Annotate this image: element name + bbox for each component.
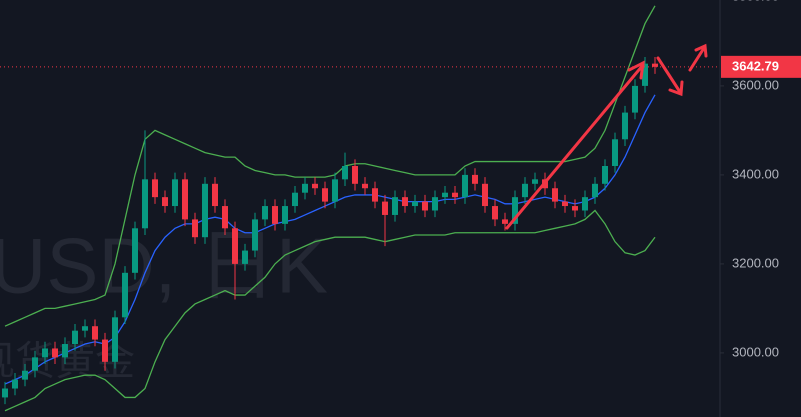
candle-body <box>652 63 658 67</box>
candle-body <box>532 179 538 184</box>
candle-body <box>152 179 158 198</box>
price-axis: 3000.00 3200.00 3400.00 3600.00 3800.00 3642.… <box>720 0 801 359</box>
watermark-title: USD, 日K <box>0 222 328 310</box>
lower-band <box>4 209 656 412</box>
candle-body <box>322 188 328 202</box>
candle-body <box>562 201 568 207</box>
candle-body <box>432 197 438 211</box>
candle-body <box>122 272 128 318</box>
candle-body <box>552 188 558 202</box>
candle-body <box>522 183 528 198</box>
candle-body <box>42 348 48 358</box>
candle-body <box>592 183 598 198</box>
candle-body <box>492 206 498 220</box>
candle-body <box>452 192 458 198</box>
arrow-line <box>688 46 706 72</box>
candle-body <box>212 183 218 207</box>
candle-body <box>182 179 188 220</box>
candle-body <box>192 219 198 238</box>
candle-body <box>612 139 618 166</box>
candle-body <box>502 219 508 224</box>
candle-body <box>602 165 608 184</box>
candle-body <box>412 201 418 207</box>
candle-body <box>2 388 8 398</box>
candle-body <box>272 206 278 224</box>
candle-body <box>422 201 428 211</box>
candle-body <box>12 379 18 389</box>
candle-body <box>312 183 318 189</box>
arrow-head <box>668 80 684 97</box>
candle-body <box>82 326 88 331</box>
candle-body <box>22 370 28 380</box>
y-tick-label: 3000.00 <box>732 344 779 359</box>
candle-body <box>332 179 338 202</box>
candle-body <box>622 112 628 140</box>
arrow-head <box>627 60 645 80</box>
candle-body <box>162 197 168 207</box>
candle-body <box>372 188 378 202</box>
candle-body <box>262 206 268 220</box>
y-tick-label: 3600.00 <box>732 77 779 92</box>
candle-body <box>172 179 178 207</box>
candle-body <box>32 357 38 371</box>
arrow-line <box>656 56 682 94</box>
candle-body <box>282 206 288 224</box>
candle-body <box>472 174 478 184</box>
candle-body <box>512 197 518 224</box>
candle-body <box>342 165 348 180</box>
candle-body <box>362 183 368 189</box>
candle-body <box>222 206 228 229</box>
candle-body <box>132 228 138 273</box>
candle-body <box>252 219 258 251</box>
y-tick-label: 3400.00 <box>732 166 779 181</box>
candle-body <box>92 326 98 340</box>
candle-body <box>292 192 298 207</box>
candle-body <box>302 183 308 193</box>
candle-body <box>402 197 408 207</box>
candle-body <box>442 192 448 198</box>
candle-body <box>112 317 118 362</box>
arrow-line <box>505 63 645 230</box>
candle-body <box>62 344 68 358</box>
upper-band <box>4 5 656 327</box>
candle-body <box>102 339 108 362</box>
candle-body <box>632 85 638 113</box>
annotations <box>505 43 708 230</box>
y-tick-label: 3200.00 <box>732 255 779 270</box>
last-price-box <box>721 55 801 78</box>
candle-body <box>572 206 578 211</box>
plot <box>0 5 720 412</box>
candle-body <box>352 165 358 184</box>
last-price-label: 3642.79 <box>732 58 779 73</box>
candle-body <box>142 179 148 229</box>
candle-body <box>52 348 58 358</box>
y-tick-label: 3800.00 <box>732 0 779 3</box>
candle-body <box>482 183 488 207</box>
candle-body <box>202 183 208 238</box>
candle-body <box>242 250 248 264</box>
candle-body <box>462 174 468 198</box>
candle-body <box>72 330 78 345</box>
candle-body <box>582 197 588 211</box>
arrow-head <box>694 43 708 58</box>
candle-body <box>232 228 238 264</box>
candle-body <box>392 197 398 215</box>
candle-body <box>382 201 388 215</box>
candle-body <box>642 63 648 86</box>
